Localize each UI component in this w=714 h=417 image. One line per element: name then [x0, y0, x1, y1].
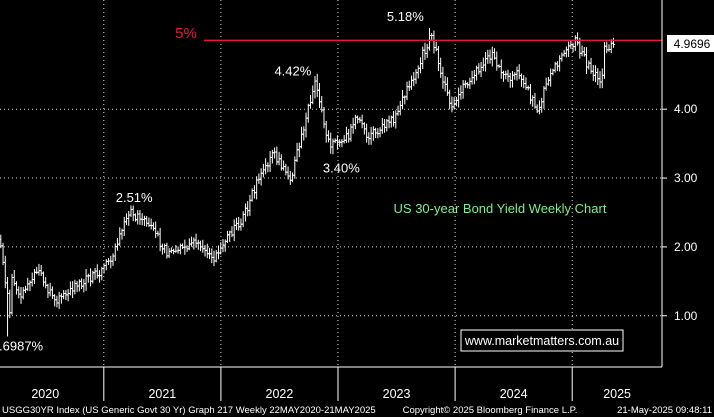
y-tick-label: 3.00	[674, 171, 698, 185]
annotation-label: 4.42%	[274, 63, 311, 78]
ohlc-bar	[611, 37, 616, 48]
watermark-box	[460, 329, 624, 352]
x-tick-label: 2023	[383, 387, 411, 401]
annotation-label: 0.6987%	[0, 338, 44, 353]
last-price-box	[667, 35, 714, 52]
x-axis: 2020 2021 2022 2023 2024 2025	[31, 367, 631, 401]
watermark-url[interactable]: www.marketmatters.com.au	[464, 334, 619, 348]
x-tick-label: 2024	[500, 387, 528, 401]
y-tick-label: 4.00	[674, 102, 698, 116]
y-tick-label: 1.00	[674, 309, 698, 323]
x-tick-label: 2021	[148, 387, 176, 401]
footer-left: USGG30YR Index (US Generic Govt 30 Yr) G…	[2, 405, 376, 416]
annotation-label: 3.40%	[323, 161, 360, 176]
x-tick-label: 2022	[266, 387, 294, 401]
annotation-label: 2.51%	[116, 190, 153, 205]
annotation-label: 5.18%	[387, 9, 424, 24]
x-tick-label: 2020	[31, 387, 59, 401]
y-axis: 1.00 2.00 3.00 4.00	[662, 102, 698, 323]
footer-center: Copyright© 2025 Bloomberg Finance L.P.	[403, 405, 578, 416]
last-price-label: 4.9696	[674, 37, 711, 51]
five-percent-label: 5%	[175, 25, 197, 42]
annotations-layer: 0.6987% 2.51% 4.42% 3.40% 5.18%	[0, 9, 424, 354]
footer-right: 21-May-2025 09:48:11	[617, 405, 712, 416]
ohlc-bars	[0, 28, 616, 337]
chart-title: US 30-year Bond Yield Weekly Chart	[394, 201, 607, 216]
y-tick-label: 2.00	[674, 240, 698, 254]
x-tick-label: 2025	[603, 387, 631, 401]
